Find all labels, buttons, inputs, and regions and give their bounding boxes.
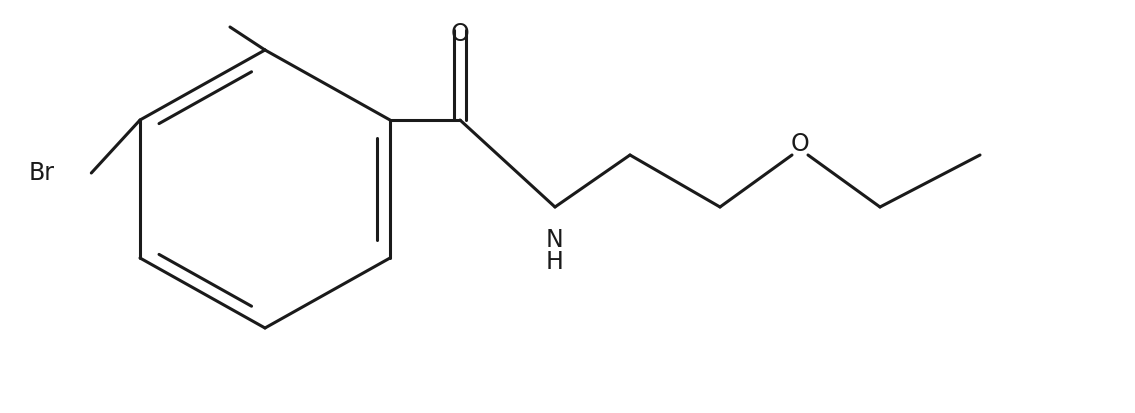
- Text: O: O: [791, 132, 809, 156]
- Text: Br: Br: [30, 161, 54, 185]
- Text: N
H: N H: [546, 228, 564, 274]
- Text: O: O: [451, 22, 470, 46]
